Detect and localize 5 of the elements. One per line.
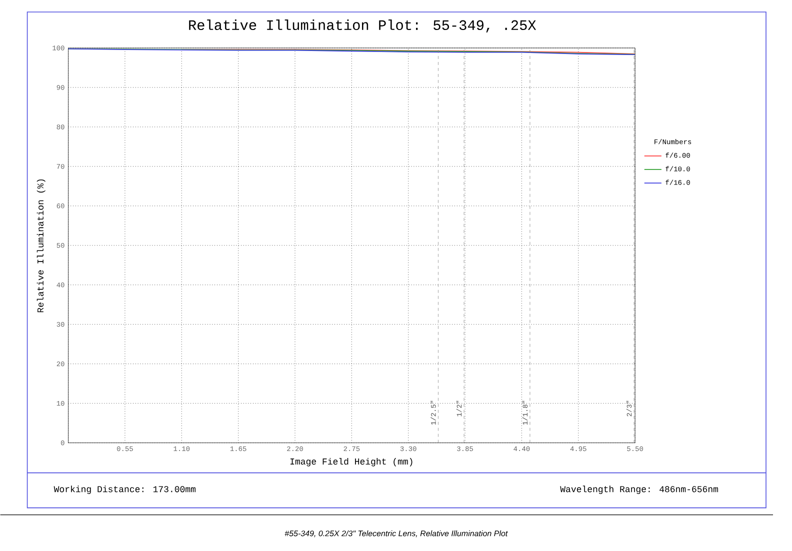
x-axis-title: Image Field Height (mm) xyxy=(290,458,412,466)
text: Working Distance: 173.00mm xyxy=(54,486,196,494)
y-axis-title: Relative Illumination (%) xyxy=(36,180,46,312)
chart-title: Relative Illumination Plot: 55-349, .25X xyxy=(189,20,536,33)
text: Wavelength Range: 486nm-656nm xyxy=(560,486,718,494)
